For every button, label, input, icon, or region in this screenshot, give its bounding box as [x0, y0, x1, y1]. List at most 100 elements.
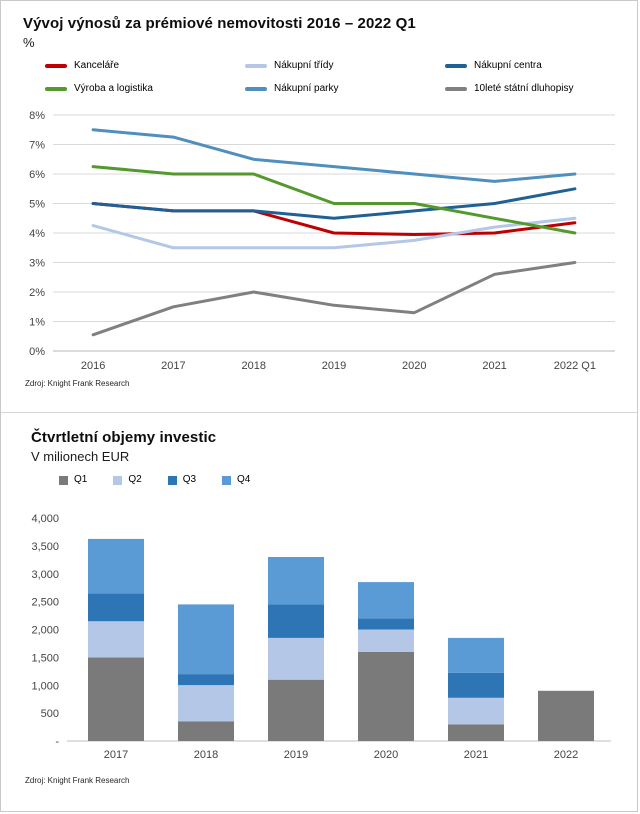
x-axis-label: 2019 — [322, 360, 346, 372]
y-axis-label: 2,000 — [31, 625, 59, 637]
x-axis-label: 2021 — [482, 360, 506, 372]
y-axis-label: 7% — [29, 140, 45, 152]
bar-segment-Q2 — [268, 637, 324, 680]
legend-marker-icon — [445, 64, 467, 68]
legend-label: Q3 — [182, 474, 197, 485]
y-axis-label: - — [55, 736, 59, 748]
legend-label: Nákupní třídy — [274, 60, 334, 71]
x-axis-label: 2021 — [464, 749, 488, 761]
x-axis-label: 2016 — [81, 360, 105, 372]
y-axis-label: 1,500 — [31, 652, 59, 664]
y-axis-label: 2% — [29, 287, 45, 299]
legend-marker-icon — [45, 87, 67, 91]
series-line-2 — [91, 187, 577, 220]
investment-chart-legend: Q1 Q2 Q3 Q4 — [59, 474, 619, 486]
y-axis-label: 6% — [29, 169, 45, 181]
legend-label: Kanceláře — [74, 60, 120, 71]
bar-segment-Q4 — [88, 538, 144, 594]
legend-item-1: Q2 — [113, 474, 142, 486]
legend-item-0: Q1 — [59, 474, 87, 486]
x-axis-label: 2018 — [241, 360, 265, 372]
x-axis-label: 2020 — [402, 360, 426, 372]
legend-marker-icon — [445, 87, 467, 91]
yield-chart-unit-label: % — [23, 35, 35, 50]
bar-segment-Q3 — [88, 593, 144, 622]
legend-label: Q2 — [128, 474, 142, 485]
legend-item-0: Kanceláře — [45, 60, 245, 72]
legend-label: Q1 — [74, 474, 88, 485]
y-axis-label: 3,000 — [31, 569, 59, 581]
y-axis-label: 8% — [29, 110, 45, 122]
investment-chart-title: Čtvrtletní objemy investic — [31, 429, 217, 446]
y-axis-label: 500 — [41, 708, 59, 720]
legend-item-3: Výroba a logistika — [45, 83, 245, 95]
legend-item-2: Q3 — [167, 474, 197, 486]
y-axis-label: 3,500 — [31, 541, 59, 553]
y-axis-label: 1,000 — [31, 680, 59, 692]
yield-line-chart: 0% 1% 2% 3% 4% 5% 6% 7% 8% 2016 2017 2018 2019 2020 20… — [29, 110, 615, 372]
bar-segment-Q2 — [88, 621, 144, 658]
bar-segment-Q4 — [268, 557, 324, 605]
x-axis-label: 2017 — [104, 749, 128, 761]
legend-label: Nákupní parky — [274, 83, 339, 94]
bar-segment-Q4 — [358, 582, 414, 619]
bar-segment-Q1 — [88, 657, 144, 741]
legend-marker-icon — [167, 475, 177, 485]
series-line-5 — [91, 261, 577, 337]
bar-segment-Q1 — [178, 721, 234, 741]
investment-chart-panel: Čtvrtletní objemy investic V milionech E… — [1, 413, 637, 785]
bar-segment-Q1 — [268, 679, 324, 741]
bar-segment-Q2 — [178, 685, 234, 722]
investment-bar-chart: - 500 1,000 1,500 2,000 2,500 3,000 3,500 4,000 2… — [31, 513, 611, 761]
investment-chart-source: Zdroj: Knight Frank Research — [25, 776, 130, 785]
yield-chart-legend: Kanceláře Nákupní třídy Nákupní centra Výro… — [45, 60, 619, 95]
y-axis-label: 3% — [29, 258, 45, 270]
legend-marker-icon — [245, 87, 267, 91]
y-axis-label: 4,000 — [31, 513, 59, 525]
x-axis-label: 2020 — [374, 749, 398, 761]
legend-marker-icon — [222, 475, 232, 485]
bar-segment-Q1 — [538, 690, 594, 741]
series-line-3 — [91, 165, 577, 235]
legend-label: Nákupní centra — [474, 60, 542, 71]
legend-item-5: 10leté státní dluhopisy — [445, 83, 619, 95]
legend-label: Výroba a logistika — [74, 83, 153, 94]
y-axis-label: 4% — [29, 228, 45, 240]
legend-item-4: Nákupní parky — [245, 83, 445, 95]
bar-segment-Q4 — [178, 604, 234, 675]
y-axis-label: 1% — [29, 317, 45, 329]
legend-label: Q4 — [237, 474, 251, 485]
legend-marker-icon — [245, 64, 267, 68]
yield-chart-source: Zdroj: Knight Frank Research — [25, 379, 130, 388]
series-line-1 — [91, 216, 577, 250]
legend-marker-icon — [59, 475, 68, 485]
yield-chart-title: Vývoj výnosů za prémiové nemovitosti 201… — [23, 15, 416, 32]
bar-segment-Q1 — [358, 651, 414, 741]
bar-segment-Q3 — [268, 604, 324, 638]
panel-divider — [1, 388, 637, 413]
bar-segment-Q2 — [448, 697, 504, 725]
legend-item-3: Q4 — [222, 474, 250, 486]
legend-marker-icon — [113, 475, 123, 485]
y-axis-label: 0% — [29, 346, 45, 358]
x-axis-label: 2022 — [554, 749, 578, 761]
legend-marker-icon — [45, 64, 67, 68]
x-axis-label: 2022 Q1 — [554, 360, 596, 372]
series-line-4 — [91, 128, 577, 183]
bar-segment-Q3 — [178, 674, 234, 686]
bar-segment-Q3 — [448, 672, 504, 698]
bar-segment-Q1 — [448, 724, 504, 741]
yield-chart-panel: Vývoj výnosů za prémiové nemovitosti 201… — [1, 1, 637, 388]
bar-segment-Q3 — [358, 618, 414, 630]
bar-segment-Q2 — [358, 629, 414, 652]
y-axis-label: 5% — [29, 199, 45, 211]
legend-label: 10leté státní dluhopisy — [474, 83, 574, 94]
x-axis-label: 2018 — [194, 749, 218, 761]
y-axis-label: 2,500 — [31, 597, 59, 609]
bar-segment-Q4 — [448, 637, 504, 673]
legend-item-2: Nákupní centra — [445, 60, 619, 72]
x-axis-label: 2019 — [284, 749, 308, 761]
legend-item-1: Nákupní třídy — [245, 60, 445, 72]
x-axis-label: 2017 — [161, 360, 185, 372]
